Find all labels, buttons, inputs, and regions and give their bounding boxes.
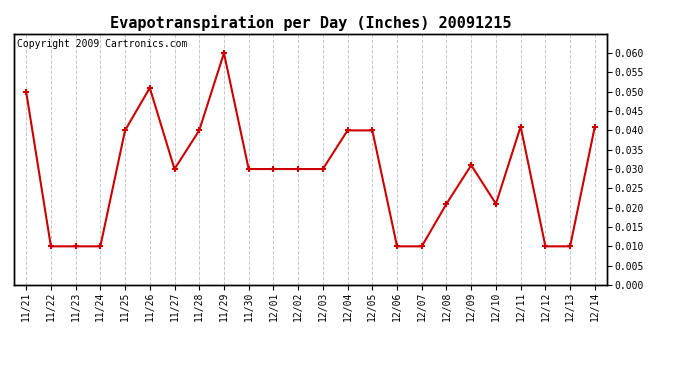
- Title: Evapotranspiration per Day (Inches) 20091215: Evapotranspiration per Day (Inches) 2009…: [110, 15, 511, 31]
- Text: Copyright 2009 Cartronics.com: Copyright 2009 Cartronics.com: [17, 39, 187, 49]
